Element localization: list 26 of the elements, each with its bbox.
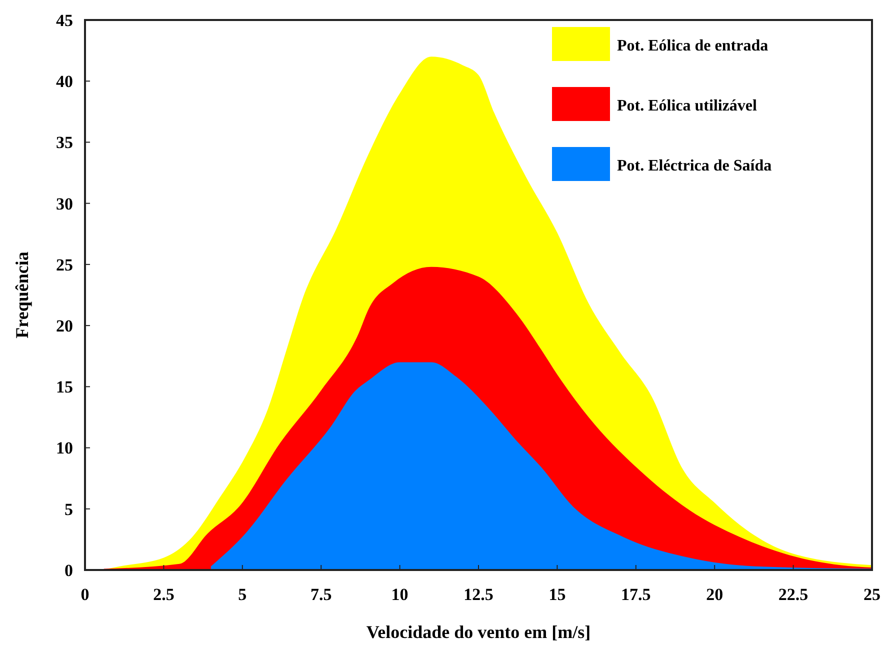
x-tick-label: 17.5	[621, 585, 651, 604]
y-axis-title: Frequência	[12, 252, 32, 338]
x-tick-label: 2.5	[153, 585, 174, 604]
y-tick-label: 30	[56, 194, 73, 214]
y-tick-label: 20	[56, 316, 73, 336]
x-tick-label: 12.5	[464, 585, 494, 604]
legend-label: Pot. Eléctrica de Saída	[617, 158, 772, 175]
y-tick-label: 40	[56, 72, 73, 92]
y-tick-label: 15	[56, 378, 73, 397]
legend-label: Pot. Eólica utilizável	[617, 98, 758, 115]
y-tick-label: 10	[56, 438, 73, 458]
x-tick-label: 5	[238, 585, 247, 604]
y-tick-label: 25	[56, 255, 73, 274]
x-tick-label: 7.5	[310, 585, 332, 604]
y-tick-label: 35	[56, 133, 73, 152]
y-tick-label: 45	[56, 10, 73, 30]
x-tick-label: 0	[80, 585, 90, 604]
x-tick-label: 20	[706, 585, 724, 604]
x-tick-label: 15	[548, 585, 566, 604]
x-tick-label: 22.5	[778, 585, 808, 604]
x-tick-label: 25	[864, 585, 880, 604]
y-tick-label: 0	[64, 560, 73, 580]
x-axis-title: Velocidade do vento em [m/s]	[366, 622, 591, 642]
x-tick-label: 10	[391, 585, 408, 604]
legend-label: Pot. Eólica de entrada	[617, 38, 768, 55]
y-tick-label: 5	[64, 500, 73, 519]
